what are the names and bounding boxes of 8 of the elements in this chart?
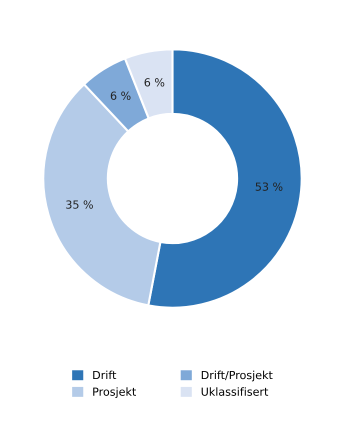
data-label: 35 %	[66, 200, 93, 209]
legend-label: Uklassifisert	[202, 387, 268, 396]
data-label: 6 %	[144, 78, 164, 87]
legend-label: Drift	[93, 370, 116, 380]
legend-label: Prosjekt	[93, 387, 136, 398]
data-label: 6 %	[110, 92, 131, 100]
legend-label: Drift/Prosjekt	[202, 370, 273, 382]
data-label: 53 %	[256, 182, 282, 191]
